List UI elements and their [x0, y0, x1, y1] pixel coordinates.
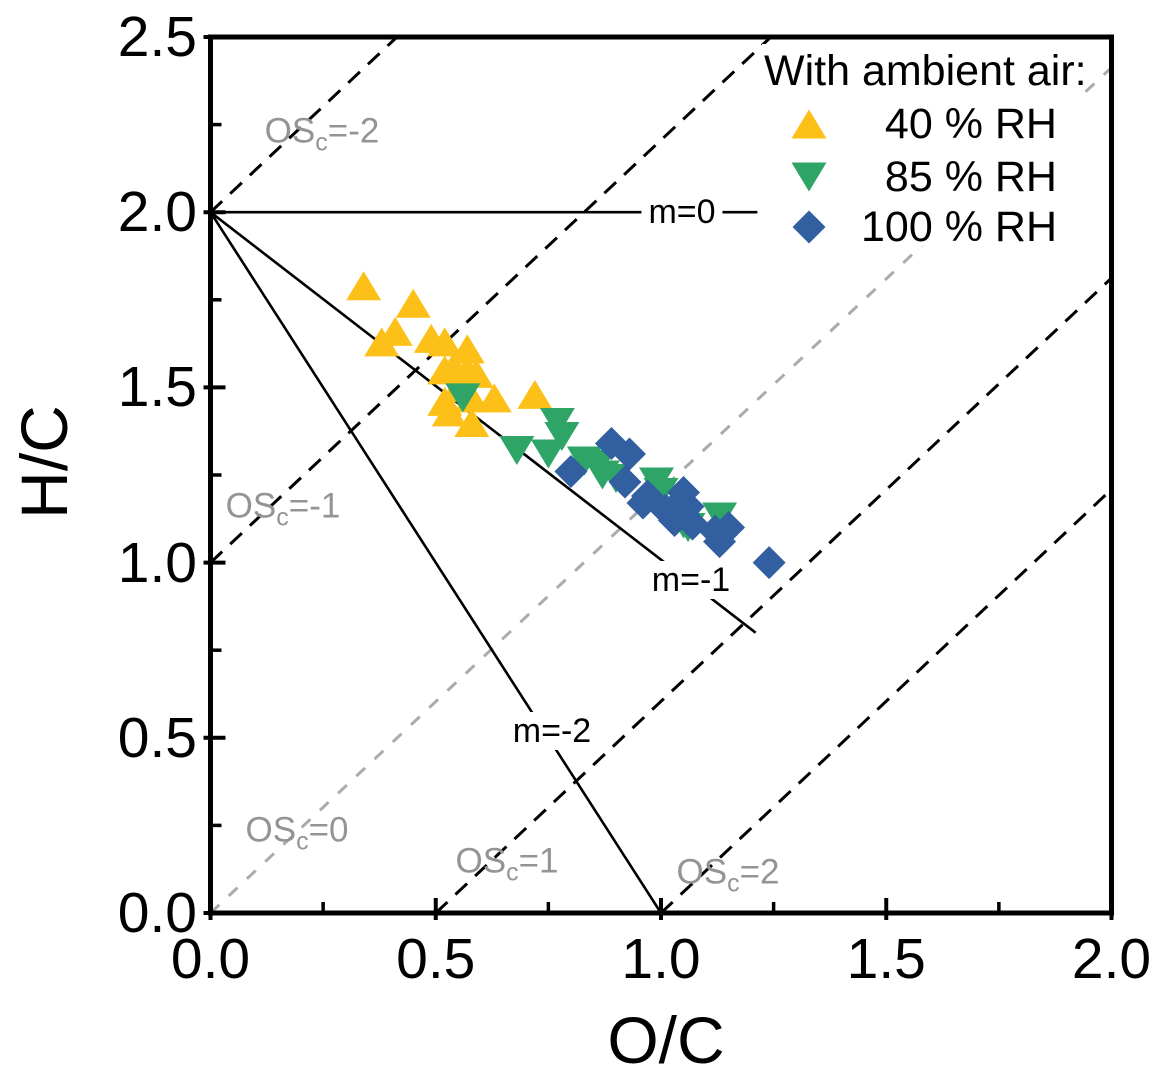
x-tick-label: 0.0 [170, 927, 251, 991]
osc-label-value: =0 [308, 810, 349, 850]
triangle-down-glyph [791, 162, 827, 192]
data-point-85rh [544, 421, 580, 451]
diamond-glyph [792, 210, 826, 244]
legend-item-label: 100 % RH [861, 203, 1057, 251]
data-point-40rh [449, 334, 485, 364]
data-point-40rh [431, 397, 467, 427]
data-point-40rh [458, 358, 494, 388]
osc-label-value: =-1 [288, 486, 341, 526]
osc-label-subscript: c [276, 503, 289, 532]
m-minus1-line-label: m=-1 [644, 561, 738, 599]
osc-label-value: =2 [739, 852, 780, 892]
y-tick-label: 2.5 [117, 5, 197, 69]
y-tick-label: 0.5 [117, 705, 197, 770]
data-point-85rh [702, 502, 738, 532]
legend: With ambient air: 40 % RH 85 % RH 100 % … [762, 44, 1087, 249]
data-point-40rh [346, 271, 382, 301]
legend-item-label: 85 % RH [884, 153, 1057, 201]
x-axis-title: O/C [607, 1003, 725, 1077]
triangle-up-shape [791, 109, 827, 139]
data-point-40rh [476, 383, 512, 413]
y-tick-label: 1.5 [117, 355, 197, 420]
osc-guide-line [434, 276, 1113, 915]
triangle-up-glyph [791, 109, 827, 139]
y-tick-label: 0.0 [117, 881, 197, 945]
legend-item-label: 40 % RH [884, 100, 1057, 148]
x-tick-label: 1.0 [621, 927, 701, 991]
slope-guide-line [209, 211, 663, 914]
osc-label-text: OS [245, 810, 297, 850]
data-point-100rh [752, 546, 786, 580]
osc-label-text: OS [225, 486, 277, 526]
y-tick-label: 2.0 [117, 180, 197, 245]
legend-title: With ambient air: [764, 47, 1087, 95]
osc-guide-line [209, 35, 772, 564]
triangle-up-marker-icon [790, 107, 828, 141]
osc-guide-line [659, 488, 1113, 915]
x-tick-label: 1.5 [846, 927, 926, 991]
data-point-85rh [530, 439, 566, 469]
data-point-40rh [395, 288, 431, 318]
osc-plus2-label: OSc=2 [676, 852, 780, 897]
data-point-100rh [703, 525, 737, 559]
x-tick-label: 2.0 [1071, 927, 1152, 991]
x-tick-label: 0.5 [396, 927, 476, 991]
data-point-100rh [612, 437, 646, 471]
osc-label-text: OS [676, 852, 728, 892]
triangle-down-shape [791, 162, 827, 192]
data-point-40rh [454, 407, 490, 437]
legend-item-85rh: 85 % RH [762, 155, 1057, 199]
osc-label-text: OS [455, 841, 507, 881]
data-point-85rh [445, 383, 481, 413]
y-tick-label: 1.0 [117, 530, 197, 595]
m-minus2-line-label: m=-2 [505, 712, 599, 750]
data-point-40rh [364, 327, 400, 357]
osc-minus1-label: OSc=-1 [225, 486, 341, 531]
data-point-40rh [427, 327, 463, 357]
osc-label-text: OS [264, 111, 316, 151]
osc-label-subscript: c [506, 858, 519, 887]
data-point-85rh [499, 435, 535, 465]
y-axis-title: H/C [7, 405, 81, 519]
osc-zero-label: OSc=0 [245, 810, 349, 855]
osc-label-value: =-2 [327, 111, 380, 151]
triangle-down-marker-icon [790, 160, 828, 194]
data-point-100rh [608, 465, 642, 499]
osc-label-subscript: c [296, 827, 309, 856]
data-point-40rh [517, 379, 553, 409]
diamond-shape [792, 210, 826, 244]
m0-line-label: m=0 [641, 193, 723, 231]
legend-item-100rh: 100 % RH [762, 205, 1057, 249]
osc-minus2-label: OSc=-2 [264, 111, 380, 156]
legend-item-40rh: 40 % RH [762, 102, 1057, 146]
osc-plus1-label: OSc=1 [455, 841, 559, 886]
data-point-100rh [554, 454, 588, 488]
diamond-marker-icon [790, 210, 828, 244]
osc-guide-line [209, 35, 399, 214]
osc-label-subscript: c [315, 128, 328, 157]
osc-label-subscript: c [727, 869, 740, 898]
osc-label-value: =1 [518, 841, 559, 881]
